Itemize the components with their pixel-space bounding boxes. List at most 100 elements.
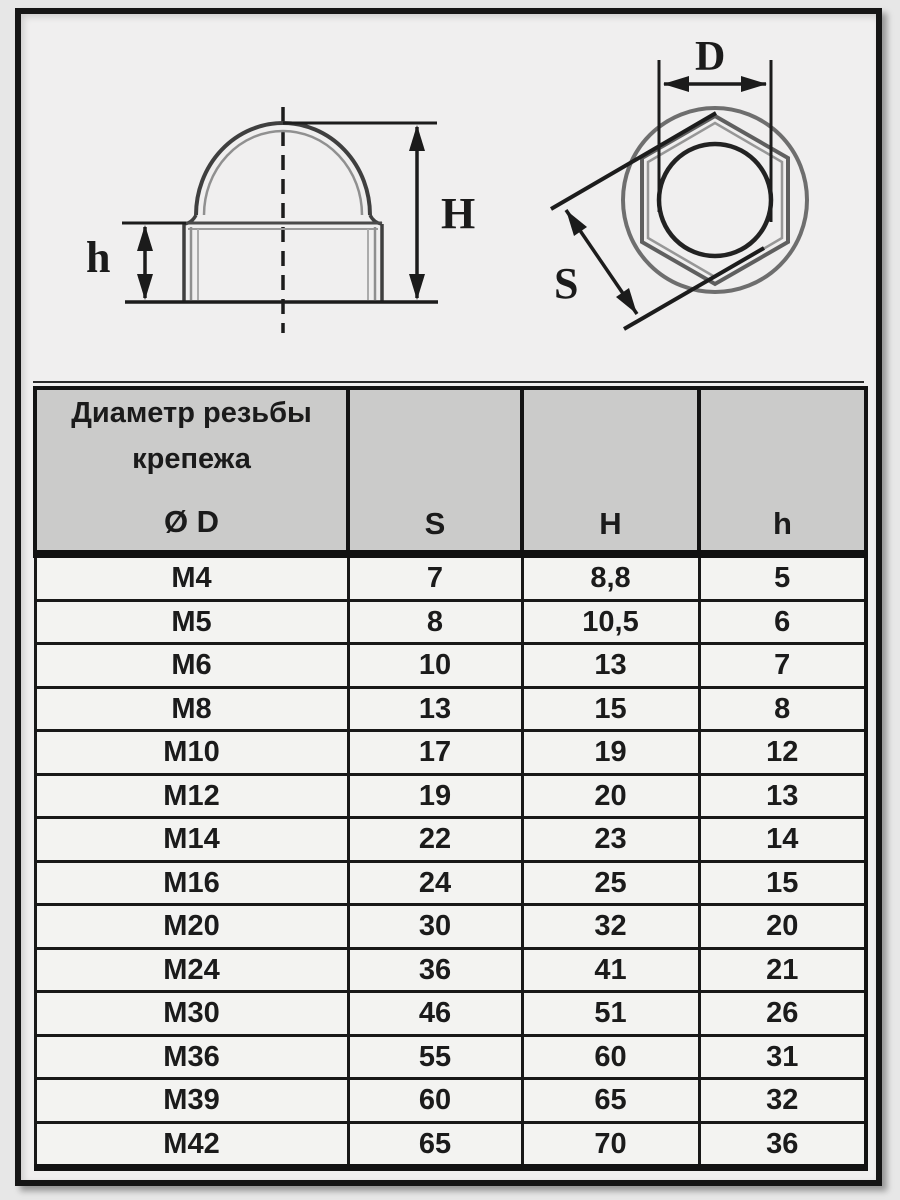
header-line-3: Ø D <box>163 504 220 539</box>
h-arrowhead-top <box>137 225 153 251</box>
outer-circle <box>621 106 809 294</box>
technical-drawings: H h D S <box>86 34 809 333</box>
table-cell: 8,8 <box>520 552 701 602</box>
table-body: M4 7 8,8 5 M5 8 10,5 6 M6 10 13 7 M8 13 15 8 M10 17 19 12 M1… <box>33 552 868 1169</box>
table-cell: M36 <box>33 1033 350 1080</box>
table-cell: 19 <box>346 772 524 819</box>
dome-inner-line <box>202 129 364 216</box>
table-cell: M20 <box>33 903 350 950</box>
table-row: M39 60 65 32 <box>33 1077 868 1124</box>
H-arrowhead-bottom <box>409 274 425 300</box>
table-cell: 60 <box>520 1033 701 1080</box>
side-view-drawing: H h <box>86 107 475 333</box>
D-arrowhead-left <box>663 76 689 92</box>
table-cell: 26 <box>697 990 868 1037</box>
table-cell: 19 <box>520 729 701 776</box>
S-tangent-line-lower <box>622 246 766 331</box>
table-cell: 41 <box>520 946 701 993</box>
header-label-H: H <box>599 506 622 541</box>
table-cell: 25 <box>520 859 701 906</box>
header-cell-s: S <box>346 388 524 558</box>
header-line-1: Диаметр резьбы <box>71 397 312 429</box>
table-cell: 36 <box>346 946 524 993</box>
table-cell: M39 <box>33 1077 350 1124</box>
dimension-label-H: H <box>441 189 475 238</box>
table-cell: 15 <box>697 859 868 906</box>
table-cell: 5 <box>697 552 868 602</box>
dimension-label-D: D <box>695 34 725 80</box>
table-cell: M6 <box>33 642 350 689</box>
header-cell-H: H <box>520 388 701 558</box>
header-row: Диаметр резьбы крепежа Ø D S H h <box>33 388 868 558</box>
table-cell: M14 <box>33 816 350 863</box>
table-cell: M30 <box>33 990 350 1037</box>
table-cell: 10,5 <box>520 598 701 645</box>
table-cell: 24 <box>346 859 524 906</box>
table-cell: 32 <box>697 1077 868 1124</box>
S-arrowhead-bottom <box>616 288 637 314</box>
header-line-2: крепежа <box>132 443 251 475</box>
table-cell: M5 <box>33 598 350 645</box>
table-row: M5 8 10,5 6 <box>33 598 868 645</box>
table-cell: M24 <box>33 946 350 993</box>
table-row: M8 13 15 8 <box>33 685 868 732</box>
S-arrowhead-top <box>566 210 587 236</box>
table-cell: 13 <box>346 685 524 732</box>
table-cell: 17 <box>346 729 524 776</box>
dimensions-table: Диаметр резьбы крепежа Ø D S H h M4 7 8,8 5… <box>33 386 868 1171</box>
table-cell: 23 <box>520 816 701 863</box>
dimension-label-h: h <box>86 233 110 282</box>
table-cell: 46 <box>346 990 524 1037</box>
table-cell: 14 <box>697 816 868 863</box>
table-cell: 55 <box>346 1033 524 1080</box>
header-cell-thread-diameter: Диаметр резьбы крепежа Ø D <box>33 388 350 558</box>
table-cell: 12 <box>697 729 868 776</box>
table-row: M6 10 13 7 <box>33 642 868 689</box>
table-cell: 7 <box>697 642 868 689</box>
top-view-drawing: D S <box>549 34 809 331</box>
table-row: M20 30 32 20 <box>33 903 868 950</box>
header-label-s: S <box>424 506 446 541</box>
table-cell: M12 <box>33 772 350 819</box>
table-cell: 6 <box>697 598 868 645</box>
table-cell: 13 <box>520 642 701 689</box>
table-cell: 60 <box>346 1077 524 1124</box>
table-cell: M42 <box>33 1120 350 1169</box>
header-label-h: h <box>773 506 792 541</box>
table-cell: 13 <box>697 772 868 819</box>
table-row: M16 24 25 15 <box>33 859 868 906</box>
S-tangent-line-upper <box>549 111 718 211</box>
table-cell: M10 <box>33 729 350 776</box>
table-cell: 10 <box>346 642 524 689</box>
table-cell: 65 <box>346 1120 524 1169</box>
table-row: M24 36 41 21 <box>33 946 868 993</box>
table-cell: 32 <box>520 903 701 950</box>
D-arrowhead-right <box>741 76 767 92</box>
table-cell: 8 <box>346 598 524 645</box>
table-cell: 31 <box>697 1033 868 1080</box>
table-cell: 36 <box>697 1120 868 1169</box>
table-cell: 30 <box>346 903 524 950</box>
table-row: M14 22 23 14 <box>33 816 868 863</box>
table-cell: M16 <box>33 859 350 906</box>
table-cell: 15 <box>520 685 701 732</box>
dimensions-table-wrap: Диаметр резьбы крепежа Ø D S H h M4 7 8,8 5… <box>33 381 868 1171</box>
table-row: M42 65 70 36 <box>33 1120 868 1169</box>
table-cell: 8 <box>697 685 868 732</box>
table-cell: M8 <box>33 685 350 732</box>
table-row: M4 7 8,8 5 <box>33 552 868 602</box>
table-cell: 65 <box>520 1077 701 1124</box>
header-cell-h: h <box>697 388 868 558</box>
table-cell: 20 <box>520 772 701 819</box>
table-cell: 70 <box>520 1120 701 1169</box>
table-row: M36 55 60 31 <box>33 1033 868 1080</box>
h-arrowhead-bottom <box>137 274 153 300</box>
inner-circle <box>656 141 774 259</box>
H-arrowhead-top <box>409 125 425 151</box>
table-cell: 51 <box>520 990 701 1037</box>
table-row: M10 17 19 12 <box>33 729 868 776</box>
table-cell: M4 <box>33 552 350 602</box>
table-cell: 21 <box>697 946 868 993</box>
dimension-label-S: S <box>554 259 578 308</box>
